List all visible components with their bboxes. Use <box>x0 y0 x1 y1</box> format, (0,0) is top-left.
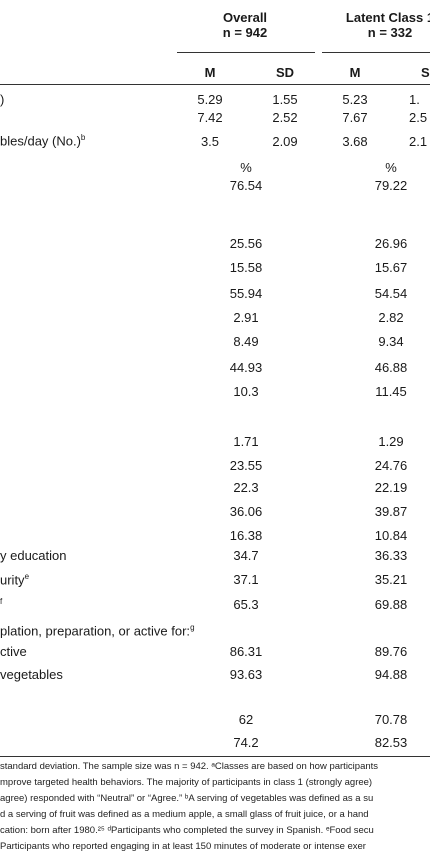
subhead-m-overall: M <box>204 65 216 80</box>
cell: 3.5 <box>200 134 220 149</box>
cell: 16.38 <box>229 528 263 543</box>
cell: 44.93 <box>229 360 263 375</box>
overall-title: Overall <box>222 10 268 25</box>
cell: 11.45 <box>375 384 407 399</box>
latent-class-title: Latent Class 1 <box>345 10 430 25</box>
cell: 79.22 <box>374 178 408 193</box>
cell: 9.34 <box>378 334 404 349</box>
cell: 70.78 <box>374 712 408 727</box>
table-bottom-rule <box>0 756 430 757</box>
footnote-line: standard deviation. The sample size was … <box>0 761 379 772</box>
cell: 1.29 <box>378 434 404 449</box>
cell: 39.87 <box>374 504 408 519</box>
cell: 3.68 <box>342 134 368 149</box>
cell: 89.76 <box>374 644 408 659</box>
header-rule-overall <box>177 52 315 53</box>
cell: 2.91 <box>233 310 259 325</box>
cell: 10.84 <box>374 528 408 543</box>
cell: 62 <box>238 712 254 727</box>
cell: 35.21 <box>374 572 408 587</box>
cell: 69.88 <box>374 597 408 612</box>
overall-header: Overall n = 942 <box>175 10 315 40</box>
subhead-m-latent: M <box>349 65 361 80</box>
row-label: vegetables <box>0 667 63 682</box>
row-label: bles/day (No.)b <box>0 133 86 149</box>
footnote-line: Participants who reported engaging in at… <box>0 841 366 852</box>
subhead-sd-overall: SD <box>275 65 295 80</box>
latent-class-n: n = 332 <box>367 25 413 40</box>
latent-class-header: Latent Class 1 n = 332 <box>320 10 430 40</box>
subhead-sd-latent: SD <box>420 65 430 80</box>
cell: 15.58 <box>229 260 263 275</box>
cell: 1. <box>409 92 420 107</box>
percent-header: % <box>240 160 252 175</box>
footnote-line: agree) responded with “Neutral” or “Agre… <box>0 793 374 804</box>
row-label: ) <box>0 92 5 107</box>
cell: 1.71 <box>233 434 259 449</box>
cell: 5.23 <box>342 92 368 107</box>
subhead-rule <box>0 84 430 85</box>
cell: 2.09 <box>272 134 298 149</box>
cell: 2.5 <box>409 110 428 125</box>
cell: 46.88 <box>374 360 408 375</box>
cell: 8.49 <box>233 334 259 349</box>
cell: 15.67 <box>374 260 408 275</box>
row-label: uritye <box>0 572 30 588</box>
cell: 2.1 <box>409 134 428 149</box>
cell: 36.06 <box>229 504 263 519</box>
cell: 7.42 <box>197 110 223 125</box>
header-rule-latent <box>322 52 430 53</box>
cell: 10.3 <box>233 384 259 399</box>
cell: 37.1 <box>233 572 259 587</box>
cell: 23.55 <box>229 458 263 473</box>
footnote-line: cation: born after 1980.²⁵ ᵈParticipants… <box>0 825 374 836</box>
cell: 24.76 <box>374 458 408 473</box>
cell: 94.88 <box>374 667 408 682</box>
overall-n: n = 942 <box>222 25 268 40</box>
cell: 55.94 <box>229 286 263 301</box>
cell: 25.56 <box>229 236 263 251</box>
cell: 93.63 <box>229 667 263 682</box>
cell: 76.54 <box>229 178 263 193</box>
footnote-line: d a serving of fruit was defined as a me… <box>0 809 369 820</box>
percent-header: % <box>385 160 397 175</box>
cell: 2.82 <box>378 310 404 325</box>
cell: 5.29 <box>197 92 223 107</box>
row-label: plation, preparation, or active for:g <box>0 623 195 639</box>
row-label: y education <box>0 548 67 563</box>
row-label: f <box>0 597 3 606</box>
cell: 36.33 <box>374 548 408 563</box>
cell: 7.67 <box>342 110 368 125</box>
cell: 82.53 <box>374 735 408 750</box>
cell: 1.55 <box>272 92 298 107</box>
cell: 65.3 <box>233 597 259 612</box>
row-label: ctive <box>0 644 27 659</box>
cell: 22.19 <box>374 480 408 495</box>
cell: 26.96 <box>374 236 408 251</box>
footnote-line: mprove targeted health behaviors. The ma… <box>0 777 373 788</box>
cell: 86.31 <box>229 644 263 659</box>
cell: 22.3 <box>233 480 259 495</box>
cell: 54.54 <box>374 286 408 301</box>
cell: 2.52 <box>272 110 298 125</box>
cell: 74.2 <box>233 735 259 750</box>
cell: 34.7 <box>233 548 259 563</box>
